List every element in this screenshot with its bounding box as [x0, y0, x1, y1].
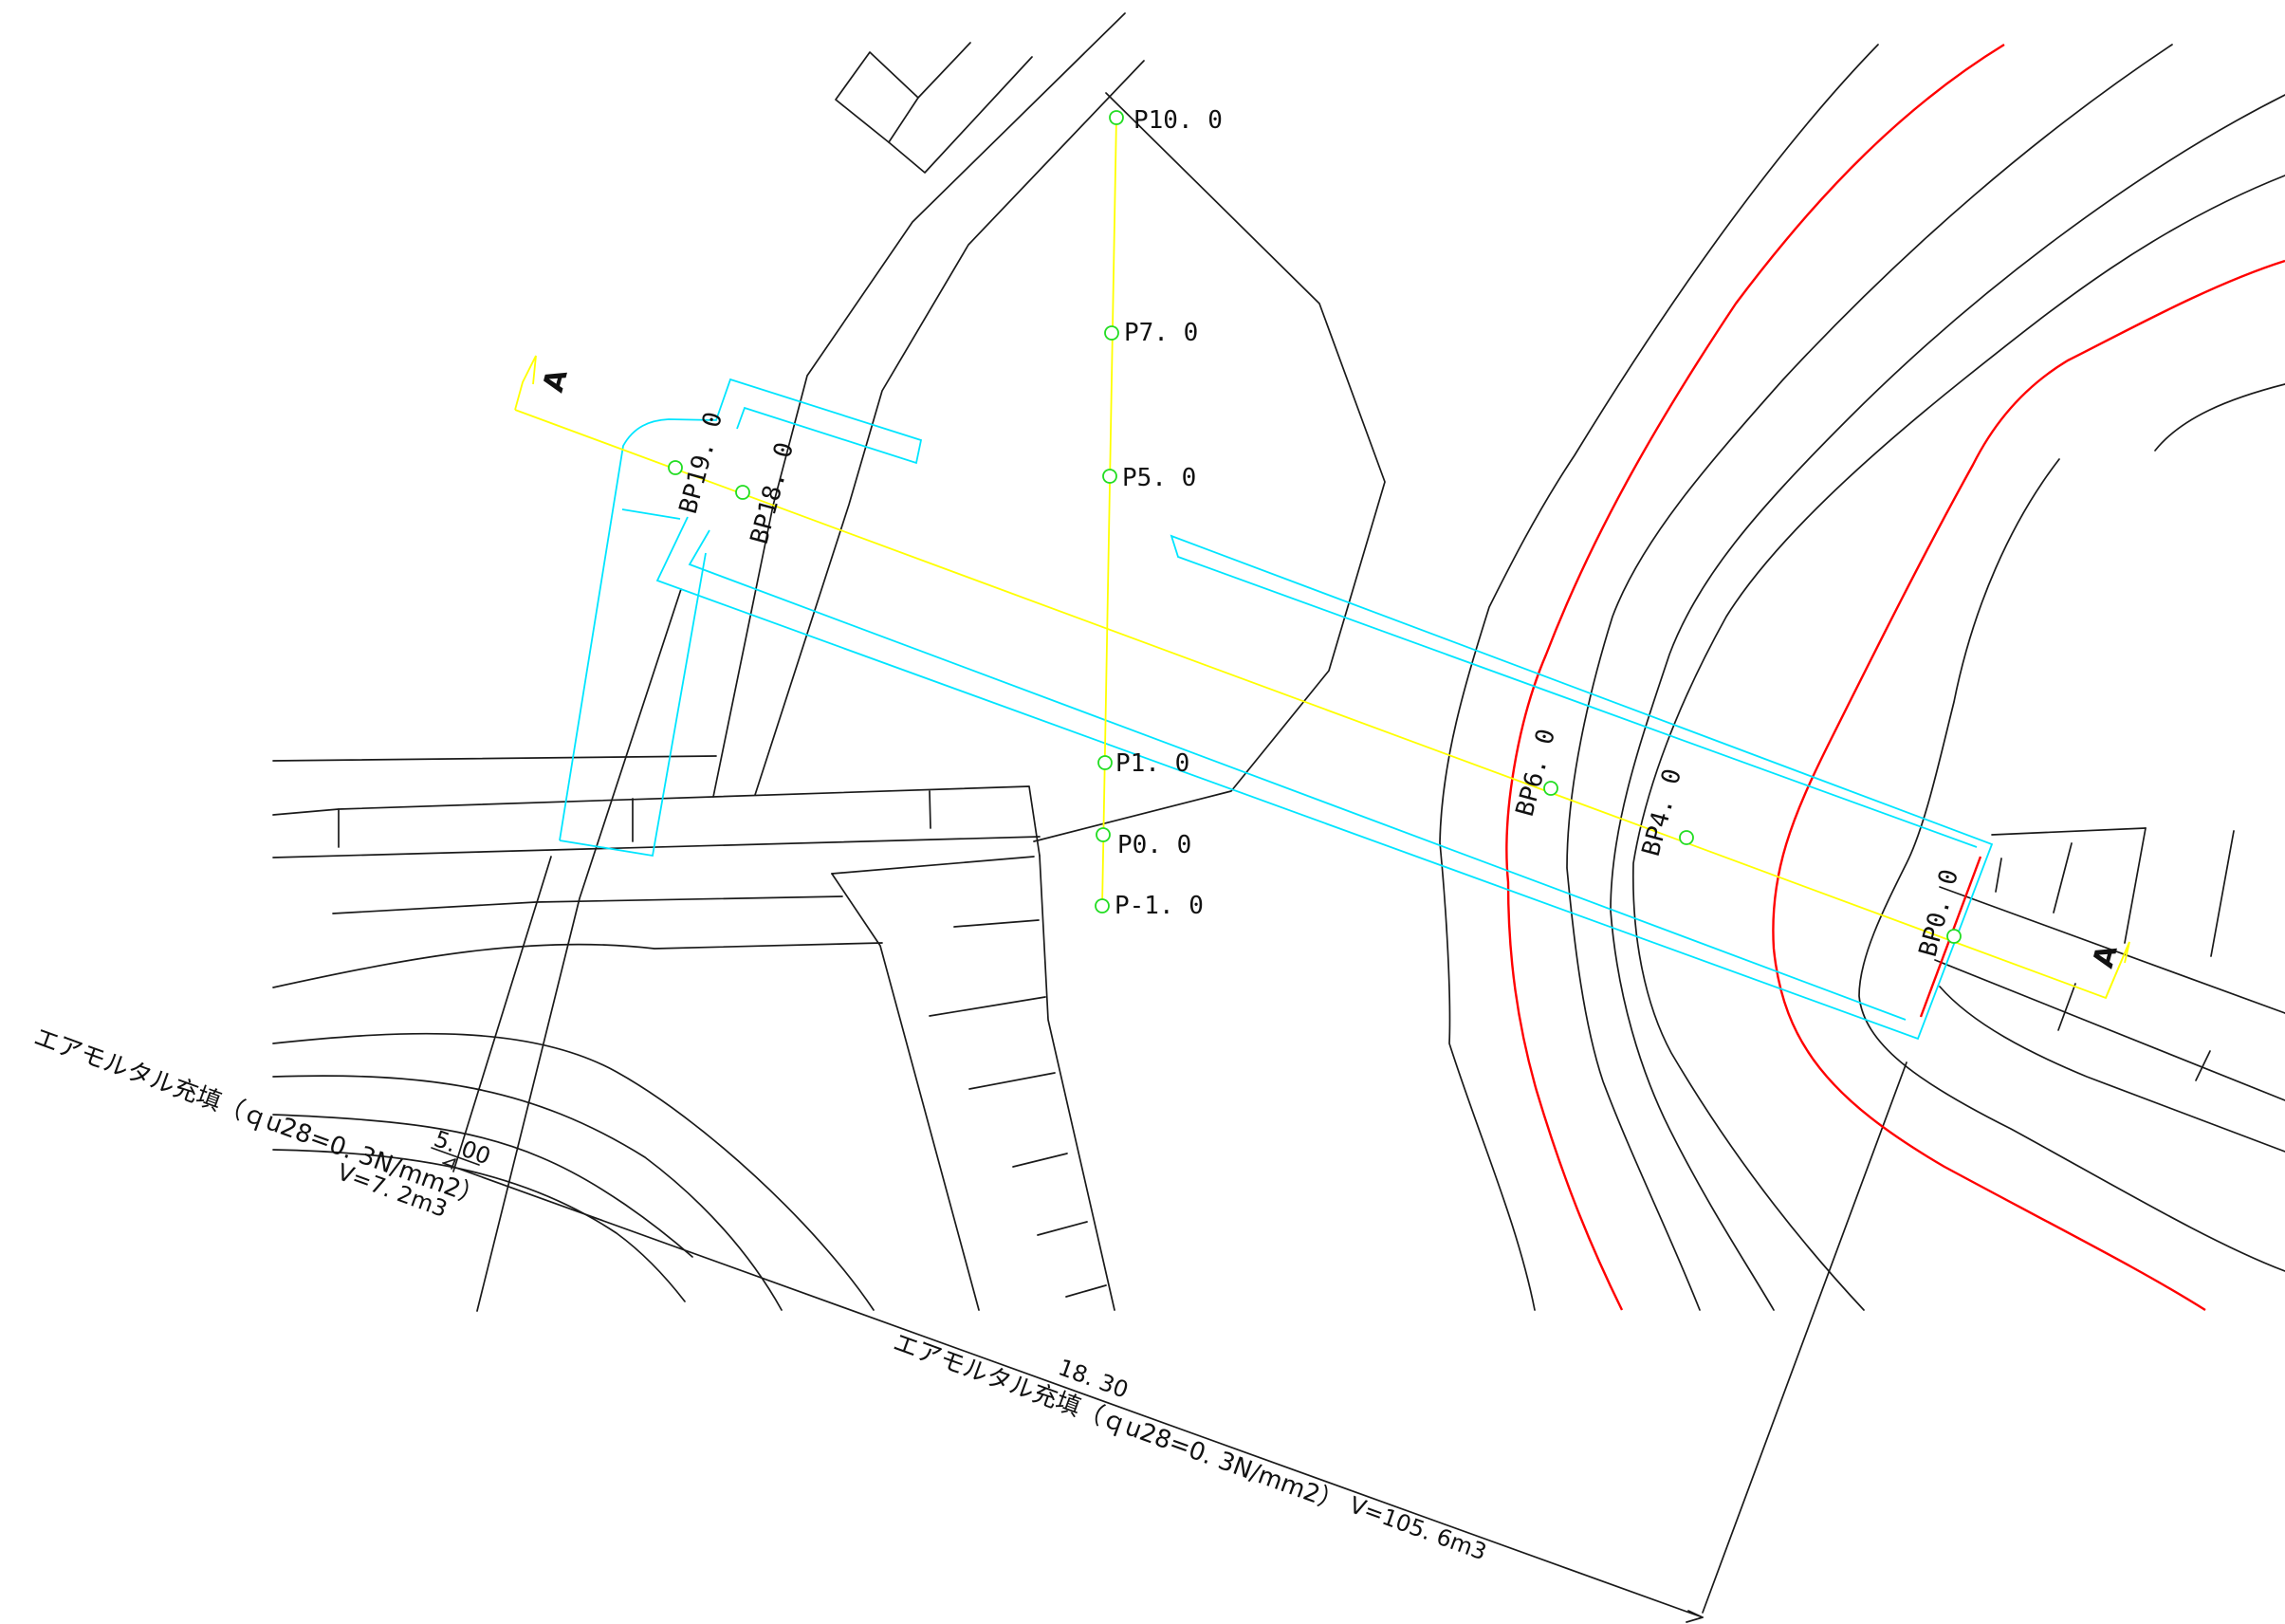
point-marker [735, 485, 750, 500]
point-marker [1102, 469, 1117, 484]
point-label-p0: P0. 0 [1117, 831, 1191, 859]
section-marker-a-left: A [537, 365, 575, 396]
section-marker-a-right: A [2087, 941, 2125, 971]
large-fill-material: エアモルタル充填（ｑu28=0. 3N/mm2） [890, 1328, 1347, 1518]
point-marker [1096, 827, 1111, 842]
point-marker [668, 460, 683, 475]
point-label-bp0: BP0. 0 [1914, 866, 1964, 959]
site-linework [272, 12, 2285, 1614]
point-marker [1109, 110, 1124, 125]
point-label-pm1: P-1. 0 [1115, 892, 1204, 920]
highlighted-contours [1505, 43, 2285, 1312]
point-label-p1: P1. 0 [1115, 749, 1189, 778]
point-marker [1679, 830, 1694, 845]
point-marker [1104, 325, 1119, 341]
large-fill-volume: V=105. 6m3 [1346, 1491, 1490, 1565]
small-fill-material: エアモルタル充填（ｑu28=0. 3N/mm2） [30, 1023, 488, 1212]
point-marker [1543, 781, 1558, 796]
point-label-p5: P5. 0 [1122, 464, 1196, 492]
point-label-bp18: BP18. 0 [746, 439, 800, 547]
point-marker [1097, 755, 1113, 770]
centerlines [514, 115, 2130, 1000]
survey-points [668, 110, 1962, 944]
dimension-5-00: 5. 00 [431, 1125, 494, 1170]
point-label-p7: P7. 0 [1124, 319, 1198, 347]
point-label-bp19: BP19. 0 [674, 409, 728, 517]
point-marker [1946, 929, 1962, 944]
culvert-structure [559, 378, 1994, 1041]
dimension-lines [431, 1147, 1704, 1623]
point-label-p10: P10. 0 [1133, 106, 1223, 135]
point-marker [1095, 898, 1110, 914]
